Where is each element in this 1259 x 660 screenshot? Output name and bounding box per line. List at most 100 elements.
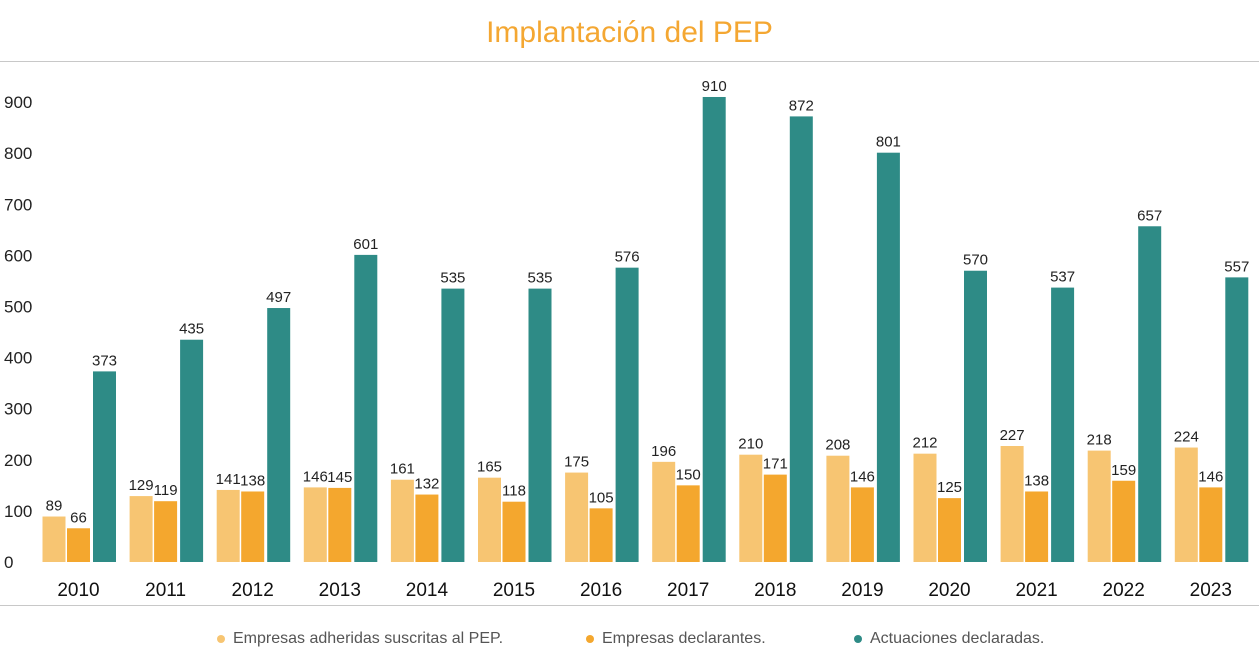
data-label: 171	[763, 456, 788, 473]
data-label: 872	[789, 97, 814, 114]
bar-adheridas	[129, 496, 153, 562]
data-label: 218	[1087, 432, 1112, 449]
data-label: 801	[876, 134, 901, 151]
legend: Empresas adheridas suscritas al PEP. Emp…	[0, 630, 1259, 652]
bar-actuaciones	[964, 270, 987, 562]
data-label: 141	[216, 471, 241, 488]
data-label: 210	[738, 436, 763, 453]
bar-declarantes	[1199, 487, 1223, 562]
legend-marker	[586, 635, 594, 643]
y-tick-label: 100	[4, 502, 32, 521]
data-label: 146	[850, 468, 875, 485]
bar-actuaciones	[1138, 226, 1162, 562]
data-label: 89	[46, 498, 63, 515]
data-label: 227	[1000, 427, 1025, 444]
data-label: 373	[92, 352, 117, 369]
data-label: 138	[1024, 472, 1049, 489]
bar-adheridas	[565, 472, 589, 562]
data-label: 146	[1198, 468, 1223, 485]
bar-actuaciones	[354, 254, 378, 563]
y-tick-label: 700	[4, 195, 32, 214]
legend-label: Actuaciones declaradas.	[870, 630, 1045, 647]
bar-declarantes	[850, 487, 874, 562]
x-tick-label: 2014	[406, 580, 449, 601]
data-label: 125	[937, 479, 962, 496]
bar-actuaciones	[180, 339, 204, 562]
bar-adheridas	[826, 455, 850, 562]
bar-adheridas	[478, 477, 501, 562]
x-tick-label: 2023	[1190, 580, 1232, 601]
data-label: 497	[266, 289, 291, 306]
chart-title: Implantación del PEP	[486, 16, 773, 49]
x-tick-label: 2010	[57, 580, 99, 601]
data-label: 657	[1137, 207, 1162, 224]
data-label: 910	[702, 78, 727, 95]
bar-adheridas	[1174, 447, 1198, 562]
bar-declarantes	[1025, 491, 1049, 562]
y-tick-label: 200	[4, 451, 32, 470]
data-label: 145	[327, 469, 352, 486]
data-label: 601	[353, 236, 378, 253]
data-label: 118	[502, 483, 526, 500]
legend-label: Empresas adheridas suscritas al PEP.	[233, 630, 504, 647]
data-label: 208	[825, 437, 850, 454]
bar-chart: 0 100 200 300 400 500 600 700 800 900 89 66 373 2010 1…	[4, 78, 1249, 601]
bar-adheridas	[913, 453, 937, 562]
bar-declarantes	[676, 485, 700, 562]
data-label: 150	[676, 466, 701, 483]
data-label: 132	[414, 476, 439, 493]
bar-declarantes	[1112, 480, 1136, 562]
data-label: 535	[527, 270, 552, 287]
bar-adheridas	[216, 489, 240, 562]
bar-adheridas	[42, 516, 66, 562]
top-divider	[0, 61, 1259, 62]
x-tick-label: 2021	[1015, 580, 1057, 601]
bar-actuaciones	[615, 267, 639, 562]
data-label: 557	[1224, 258, 1249, 275]
x-tick-label: 2012	[232, 580, 274, 601]
x-tick-label: 2011	[145, 580, 186, 601]
data-label: 165	[477, 459, 502, 476]
bar-declarantes	[241, 491, 265, 562]
bar-declarantes	[589, 508, 613, 562]
bar-actuaciones	[267, 308, 291, 562]
data-label: 535	[440, 270, 465, 287]
bar-actuaciones	[441, 288, 465, 562]
legend-item-actuaciones: Actuaciones declaradas.	[854, 630, 1044, 648]
data-label: 159	[1111, 462, 1136, 479]
data-label: 576	[615, 249, 640, 266]
bar-adheridas	[652, 461, 676, 562]
bar-declarantes	[67, 528, 90, 562]
bar-adheridas	[739, 454, 763, 562]
bar-actuaciones	[702, 96, 726, 563]
data-label: 146	[303, 468, 328, 485]
y-tick-label: 800	[4, 144, 32, 163]
bar-declarantes	[938, 498, 961, 562]
data-label: 138	[240, 472, 265, 489]
bar-declarantes	[502, 501, 526, 562]
x-tick-label: 2019	[841, 580, 883, 601]
y-tick-label: 300	[4, 400, 32, 419]
data-label: 66	[70, 509, 87, 526]
bar-actuaciones	[528, 288, 552, 562]
bar-declarantes	[328, 487, 352, 562]
y-tick-label: 500	[4, 298, 32, 317]
x-tick-label: 2022	[1103, 580, 1145, 601]
bar-declarantes	[415, 494, 439, 562]
data-label: 175	[564, 454, 589, 471]
data-label: 435	[179, 321, 204, 338]
bar-actuaciones	[1225, 277, 1249, 562]
bar-declarantes	[763, 474, 787, 562]
x-tick-label: 2015	[493, 580, 535, 601]
x-tick-label: 2020	[928, 580, 970, 601]
bar-declarantes	[154, 501, 178, 562]
bar-adheridas	[390, 479, 414, 562]
y-tick-label: 600	[4, 246, 32, 265]
bar-actuaciones	[789, 116, 813, 563]
bar-adheridas	[1087, 450, 1111, 562]
legend-label: Empresas declarantes.	[602, 630, 766, 647]
bar-adheridas	[303, 487, 327, 562]
data-label: 537	[1050, 269, 1075, 286]
data-label: 105	[589, 489, 614, 506]
x-tick-label: 2013	[319, 580, 361, 601]
